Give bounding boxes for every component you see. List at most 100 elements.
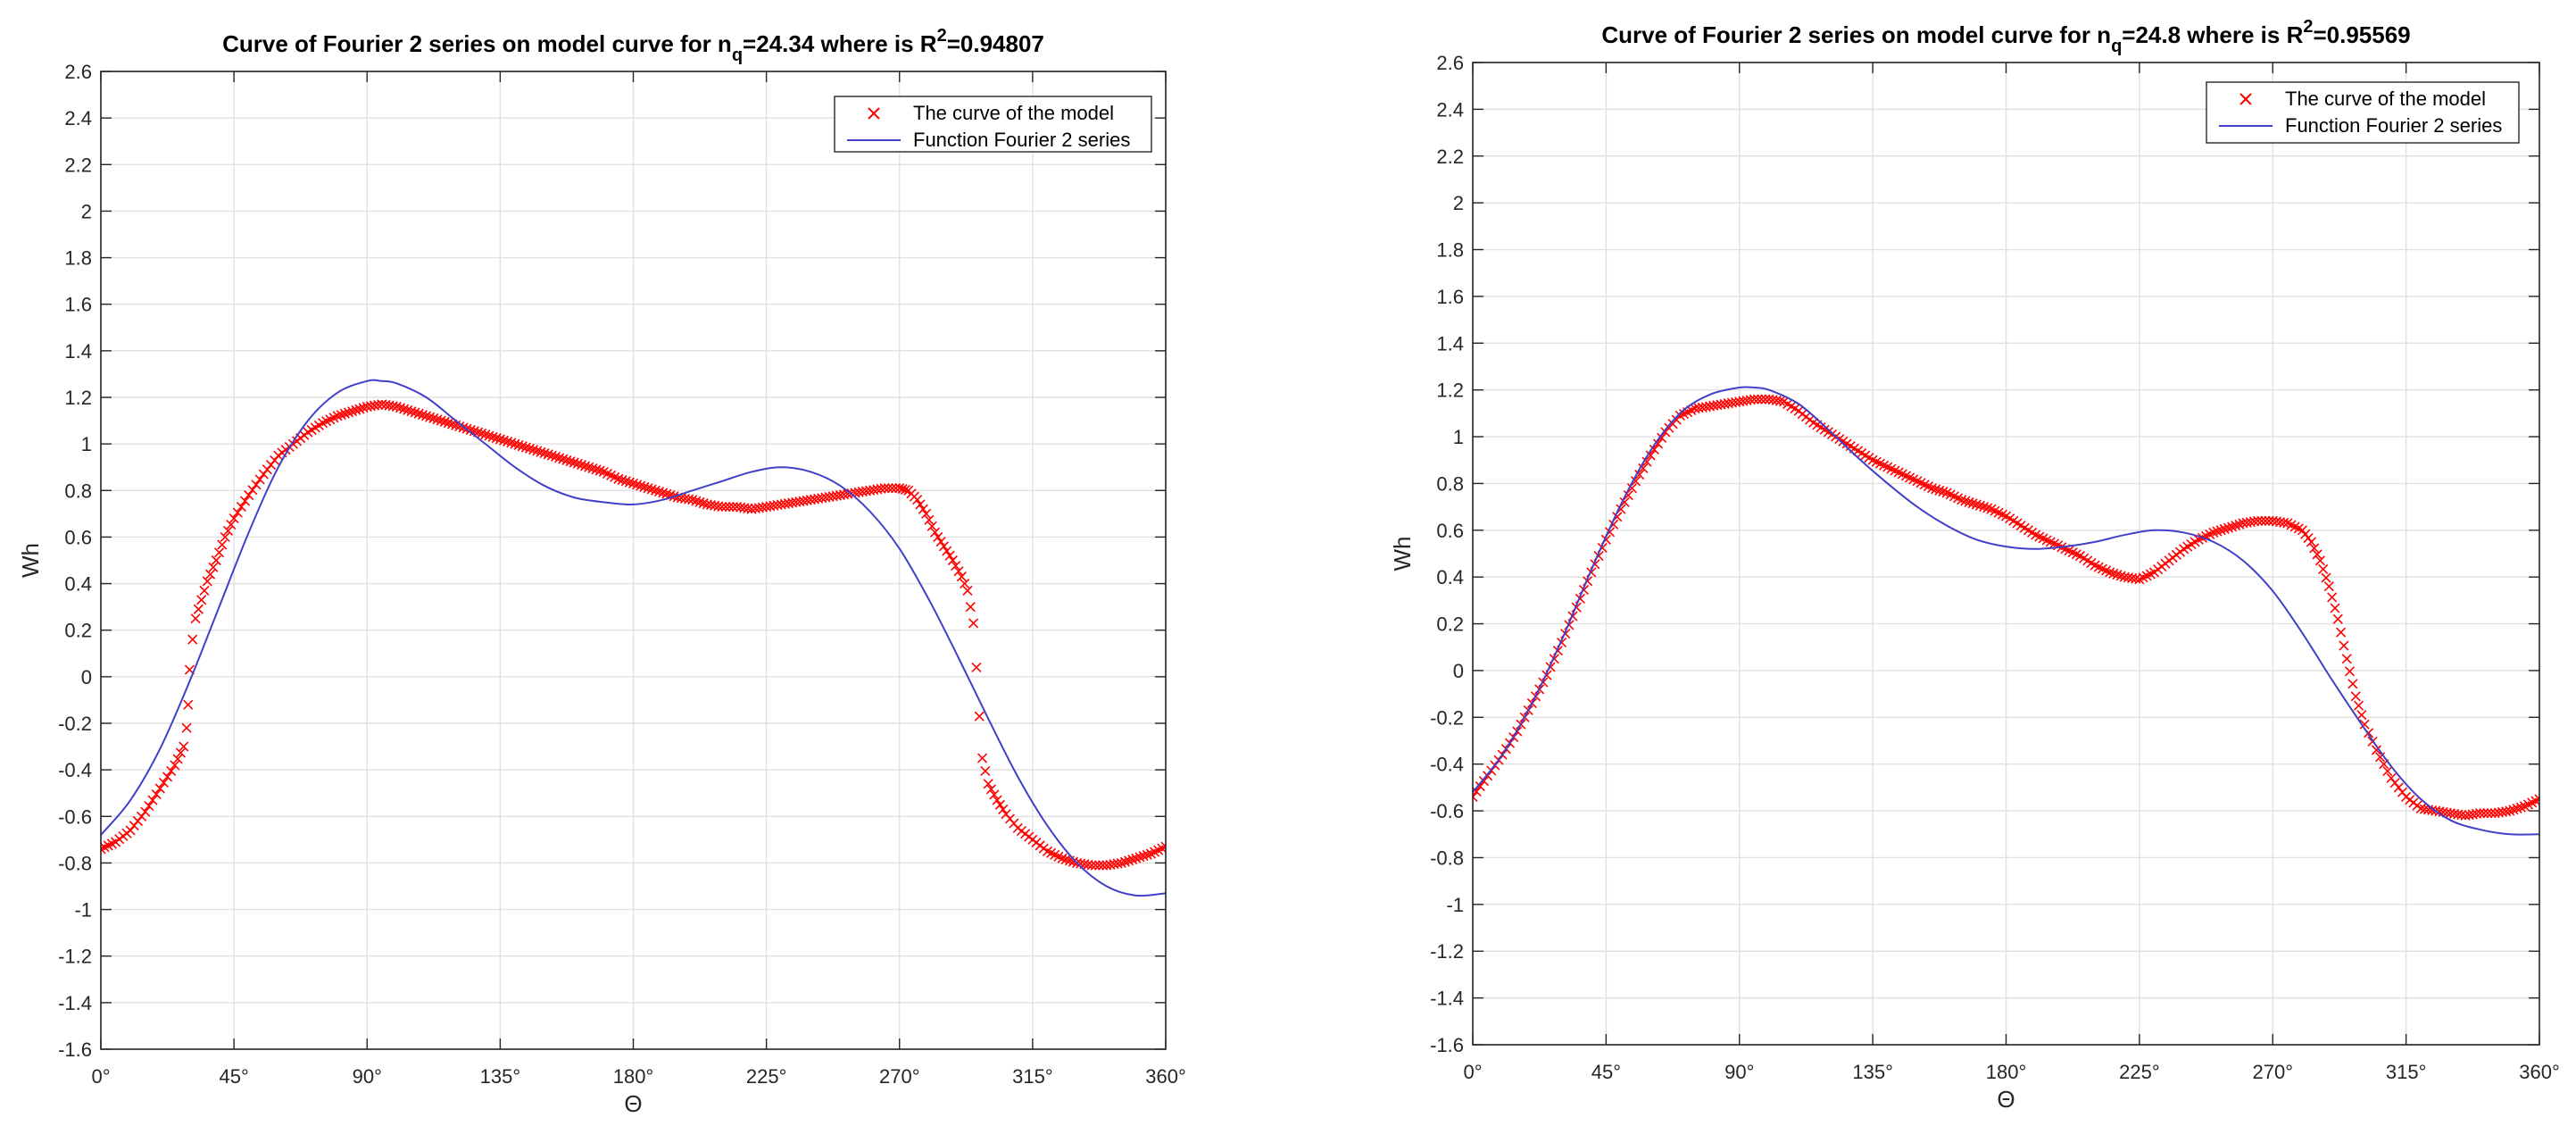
model-point-marker — [2115, 571, 2126, 581]
model-point-marker — [2456, 810, 2467, 821]
model-point-marker — [2508, 805, 2519, 815]
model-point-marker — [1619, 496, 1630, 507]
model-point-marker — [1657, 432, 1667, 443]
model-point-marker — [743, 503, 753, 514]
series-2 — [101, 379, 1166, 897]
model-point-marker — [1093, 860, 1105, 871]
model-point-marker — [513, 439, 524, 451]
model-point-marker — [989, 789, 1000, 800]
model-point-marker — [503, 436, 513, 447]
model-point-marker — [565, 456, 576, 467]
model-point-marker — [2353, 700, 2364, 711]
chart-title-tail: =0.94807 — [947, 30, 1044, 57]
model-point-marker — [432, 414, 443, 425]
y-tick-label: 1.8 — [64, 247, 92, 270]
model-point-marker — [1112, 858, 1123, 869]
model-point-marker — [627, 478, 639, 489]
y-tick-label: -0.6 — [1430, 800, 1464, 822]
model-point-marker — [1138, 851, 1149, 862]
model-point-marker — [1982, 503, 1993, 513]
model-point-marker — [373, 399, 384, 411]
model-point-marker — [929, 527, 941, 538]
x-tick-label: 270° — [879, 1065, 920, 1088]
chart-panel-2: 0° 45° 90° 135° 180° 225° 270° 315° 360° -1.6 -1.4… — [1389, 17, 2560, 1113]
model-point-marker — [1967, 498, 1978, 509]
x-tick-label: 180° — [613, 1065, 654, 1088]
model-point-marker — [543, 449, 553, 460]
model-point-marker — [2327, 592, 2338, 603]
model-point-marker — [2505, 805, 2515, 816]
y-tick-label: 2.4 — [1436, 98, 1464, 121]
model-point-marker — [915, 499, 926, 510]
x-tick-label: 270° — [2252, 1061, 2293, 1083]
y-tick-label: 1.6 — [1436, 286, 1464, 308]
y-tick-label: 0.4 — [64, 573, 92, 596]
model-point-marker — [933, 531, 943, 542]
model-point-marker — [1131, 853, 1142, 863]
legend-x-marker-icon — [2239, 93, 2252, 105]
model-point-marker — [944, 550, 955, 561]
model-point-marker — [1749, 394, 1759, 405]
model-point-marker — [480, 430, 491, 440]
model-point-marker — [158, 777, 169, 788]
y-tick-label: 2.2 — [64, 154, 92, 176]
model-point-marker — [1638, 463, 1649, 473]
model-point-marker — [2371, 745, 2381, 755]
model-point-marker — [406, 406, 417, 417]
model-point-marker — [691, 496, 702, 506]
model-point-marker — [425, 412, 436, 422]
axes-box — [1472, 62, 2540, 1046]
legend: The curve of the model Function Fourier 2… — [2206, 81, 2520, 144]
model-point-marker — [927, 521, 937, 531]
model-point-marker — [587, 463, 598, 474]
model-point-marker — [1127, 854, 1138, 865]
chart-title-sup: 2 — [937, 26, 947, 46]
model-point-marker — [971, 662, 982, 672]
model-point-marker — [2359, 719, 2370, 730]
model-point-marker — [2212, 526, 2223, 537]
model-point-marker — [591, 464, 602, 475]
legend-box — [834, 96, 1152, 153]
model-point-marker — [1142, 849, 1152, 860]
x-tick-label: 225° — [746, 1065, 787, 1088]
model-point-marker — [205, 569, 216, 580]
chart-title-eq: =24.8 where is R — [2122, 21, 2303, 48]
model-point-marker — [211, 555, 221, 566]
legend-label: The curve of the model — [913, 102, 1114, 124]
model-point-marker — [883, 483, 893, 494]
model-point-marker — [886, 483, 898, 494]
model-point-marker — [208, 562, 219, 572]
model-point-marker — [918, 504, 928, 514]
model-point-marker — [410, 407, 420, 418]
model-point-marker — [443, 418, 453, 429]
chart-title-sub: q — [732, 46, 743, 65]
model-point-marker — [956, 571, 967, 582]
model-point-marker — [687, 495, 698, 505]
x-tick-label: 90° — [353, 1065, 382, 1088]
model-point-marker — [2227, 521, 2238, 532]
y-tick-label: -0.6 — [58, 805, 92, 828]
x-tick-label: 315° — [1012, 1065, 1053, 1088]
model-point-marker — [2321, 572, 2331, 583]
model-point-marker — [962, 585, 973, 596]
model-point-marker — [1926, 483, 1938, 494]
model-point-marker — [532, 446, 543, 456]
model-point-marker — [2314, 555, 2325, 566]
model-point-marker — [2501, 806, 2512, 817]
model-point-marker — [517, 441, 528, 452]
model-point-marker — [1634, 470, 1645, 480]
model-point-marker — [569, 457, 579, 468]
x-tick-label: 0° — [1463, 1061, 1482, 1083]
y-tick-label: 0.8 — [64, 480, 92, 502]
model-point-marker — [229, 513, 239, 524]
model-point-marker — [193, 604, 204, 614]
model-point-marker — [494, 434, 505, 445]
model-point-marker — [251, 480, 262, 490]
model-point-marker — [202, 576, 212, 587]
x-tick-label: 360° — [1145, 1065, 1186, 1088]
model-point-marker — [2223, 522, 2234, 533]
model-point-marker — [2112, 570, 2123, 580]
model-point-marker — [222, 525, 234, 537]
model-point-marker — [897, 483, 908, 495]
model-point-marker — [576, 460, 587, 471]
